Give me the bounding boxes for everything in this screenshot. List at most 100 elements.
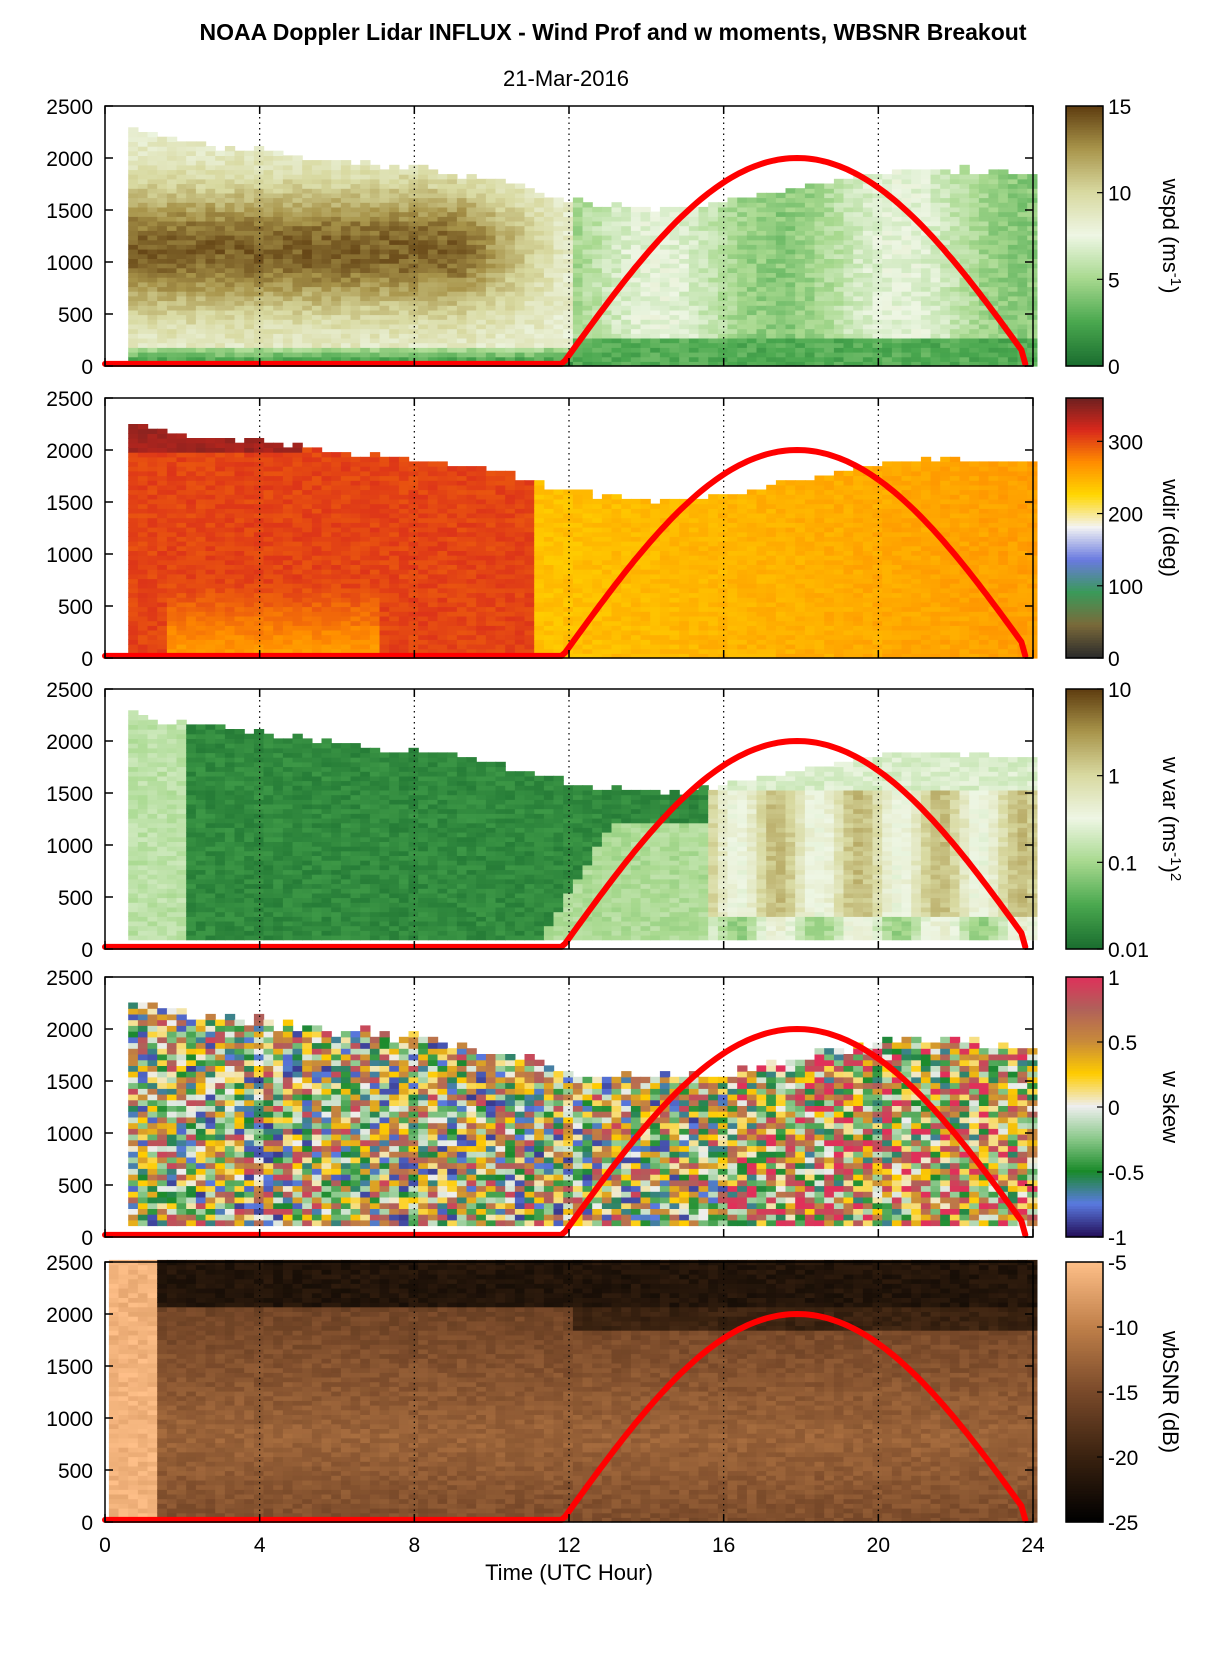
heatmap-cell [176, 141, 187, 147]
heatmap-cell [253, 456, 265, 463]
heatmap-cell [244, 267, 255, 273]
heatmap-cell [302, 220, 313, 227]
heatmap-cell [766, 225, 777, 231]
heatmap-cell [514, 305, 526, 311]
heatmap-cell [650, 277, 661, 283]
heatmap-cell [959, 342, 970, 348]
heatmap-cell [398, 253, 410, 259]
heatmap-cell [215, 592, 226, 598]
heatmap-cell [263, 606, 274, 612]
heatmap-cell [128, 555, 139, 561]
heatmap-cell [321, 512, 332, 519]
heatmap-cell [708, 337, 719, 344]
heatmap-cell [650, 323, 661, 330]
heatmap-cell [418, 239, 429, 245]
heatmap-cell [534, 263, 545, 269]
heatmap-cell [302, 267, 313, 273]
heatmap-cell [253, 188, 265, 194]
heatmap-cell [592, 211, 603, 217]
heatmap-cell [447, 309, 458, 316]
heatmap-cell [253, 545, 265, 551]
heatmap-cell [969, 197, 980, 203]
heatmap-cell [804, 323, 816, 330]
heatmap-cell [244, 178, 255, 185]
heatmap-cell [205, 291, 216, 297]
heatmap-cell [853, 220, 864, 227]
heatmap-cell [292, 592, 303, 598]
heatmap-cell [514, 239, 526, 245]
heatmap-cell [147, 295, 158, 302]
heatmap-cell [978, 225, 990, 231]
heatmap-cell [659, 277, 671, 283]
heatmap-cell [988, 253, 999, 259]
heatmap-cell [137, 456, 149, 463]
heatmap-cell [804, 272, 816, 278]
heatmap-cell [137, 466, 149, 472]
heatmap-cell [340, 211, 352, 217]
heatmap-cell [708, 309, 719, 316]
heatmap-cell [215, 314, 226, 320]
heatmap-cell [157, 629, 168, 636]
heatmap-cell [166, 559, 178, 565]
heatmap-cell [688, 239, 700, 245]
heatmap-cell [621, 333, 632, 339]
heatmap-cell [369, 309, 381, 316]
heatmap-cell [688, 216, 700, 222]
heatmap-cell [998, 174, 1009, 180]
heatmap-cell [224, 160, 236, 166]
colorbar-swatch [1066, 311, 1103, 315]
heatmap-cell [485, 295, 497, 302]
heatmap-cell [766, 206, 777, 213]
heatmap-cell [292, 587, 303, 594]
heatmap-cell [292, 517, 303, 523]
heatmap-cell [592, 253, 603, 259]
heatmap-cell [234, 356, 245, 362]
heatmap-cell [630, 216, 642, 222]
heatmap-cell [147, 489, 158, 495]
heatmap-cell [292, 508, 303, 514]
heatmap-cell [331, 328, 342, 334]
heatmap-cell [824, 309, 835, 316]
heatmap-cell [669, 361, 680, 367]
heatmap-cell [853, 314, 864, 320]
heatmap-cell [775, 337, 787, 344]
heatmap-cell [137, 281, 149, 288]
heatmap-cell [369, 192, 381, 199]
heatmap-cell [901, 319, 912, 325]
heatmap-cell [476, 192, 487, 199]
heatmap-cell [147, 169, 158, 175]
heatmap-cell [485, 347, 497, 353]
heatmap-cell [795, 333, 806, 339]
heatmap-cell [524, 342, 535, 348]
heatmap-cell [389, 202, 400, 208]
heatmap-cell [795, 286, 806, 292]
heatmap-cell [833, 239, 845, 245]
heatmap-cell [350, 347, 361, 353]
heatmap-cell [814, 333, 825, 339]
heatmap-cell [804, 216, 816, 222]
heatmap-cell [650, 216, 661, 222]
heatmap-cell [282, 592, 294, 598]
heatmap-cell [514, 202, 526, 208]
heatmap-cell [717, 220, 729, 227]
heatmap-cell [128, 606, 139, 612]
heatmap-cell [147, 347, 158, 353]
heatmap-cell [195, 494, 207, 500]
heatmap-cell [611, 300, 622, 306]
heatmap-cell [166, 267, 178, 273]
heatmap-cell [234, 629, 245, 636]
heatmap-cell [582, 230, 593, 236]
heatmap-cell [176, 606, 187, 612]
heatmap-cell [244, 202, 255, 208]
heatmap-cell [282, 597, 294, 603]
heatmap-cell [485, 277, 497, 283]
heatmap-cell [157, 225, 168, 231]
heatmap-cell [137, 220, 149, 227]
heatmap-cell [244, 295, 255, 302]
heatmap-cell [543, 277, 555, 283]
heatmap-cell [949, 333, 961, 339]
heatmap-cell [157, 536, 168, 542]
heatmap-cell [244, 216, 255, 222]
heatmap-cell [601, 356, 613, 362]
heatmap-cell [137, 211, 149, 217]
